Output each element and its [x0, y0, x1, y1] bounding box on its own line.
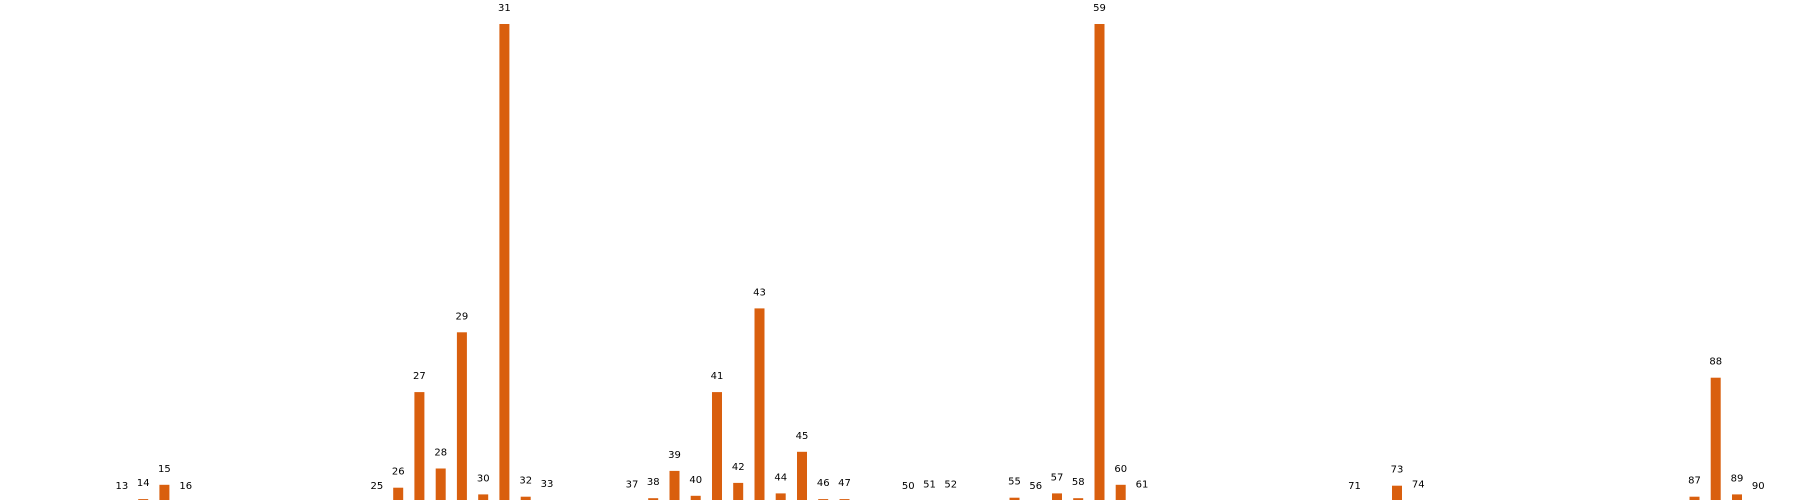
- bar-label-61: 61: [1136, 480, 1149, 491]
- bar-15: [159, 484, 170, 500]
- bar-label-90: 90: [1752, 481, 1765, 492]
- bar-label-58: 58: [1072, 477, 1085, 488]
- bar-27: [414, 392, 425, 500]
- bar-39: [669, 470, 680, 500]
- bar-label-32: 32: [519, 476, 532, 487]
- bar-label-27: 27: [413, 371, 426, 382]
- bar-38: [648, 498, 659, 500]
- bar-43: [754, 308, 765, 500]
- bar-41: [712, 392, 722, 500]
- bar-42: [733, 482, 744, 500]
- bar-label-47: 47: [838, 478, 851, 489]
- bar-label-44: 44: [774, 472, 787, 483]
- bar-label-55: 55: [1008, 477, 1021, 488]
- bar-label-42: 42: [732, 462, 745, 473]
- bar-29: [456, 332, 467, 500]
- bar-30: [478, 494, 489, 500]
- bar-label-15: 15: [158, 464, 171, 475]
- bar-label-88: 88: [1709, 357, 1722, 368]
- bar-label-16: 16: [179, 481, 192, 492]
- bar-label-38: 38: [647, 477, 660, 488]
- bar-label-60: 60: [1114, 464, 1127, 475]
- bar-28: [435, 468, 446, 500]
- bar-58: [1073, 498, 1084, 500]
- bar-73: [1392, 485, 1402, 500]
- bar-26: [393, 487, 404, 500]
- bar-44: [775, 493, 786, 500]
- bar-label-73: 73: [1391, 465, 1404, 476]
- bar-89: [1732, 494, 1742, 500]
- bar-55: [1009, 497, 1020, 500]
- bar-32: [520, 496, 531, 500]
- bar-label-26: 26: [392, 467, 405, 478]
- bar-label-89: 89: [1731, 473, 1744, 484]
- bar-40: [690, 495, 701, 500]
- bar-label-57: 57: [1051, 472, 1064, 483]
- bar-label-29: 29: [456, 311, 469, 322]
- bar-label-37: 37: [626, 480, 639, 491]
- bar-label-39: 39: [668, 450, 681, 461]
- bar-59: [1094, 24, 1105, 500]
- bar-60: [1115, 484, 1126, 500]
- bar-label-33: 33: [541, 479, 554, 490]
- bar-label-50: 50: [902, 481, 915, 492]
- bar-label-51: 51: [923, 480, 936, 491]
- bar-label-45: 45: [796, 431, 809, 442]
- bar-label-31: 31: [498, 3, 511, 14]
- bar-label-71: 71: [1348, 481, 1361, 492]
- bar-57: [1052, 493, 1062, 500]
- bar-88: [1710, 377, 1721, 500]
- bar-45: [797, 451, 807, 500]
- bar-label-41: 41: [711, 371, 724, 382]
- bar-31: [499, 24, 510, 500]
- bar-label-56: 56: [1029, 481, 1042, 492]
- bar-label-59: 59: [1093, 3, 1106, 14]
- bar-label-43: 43: [753, 287, 766, 298]
- bar-label-40: 40: [689, 475, 702, 486]
- bar-label-25: 25: [371, 481, 384, 492]
- bar-label-46: 46: [817, 478, 830, 489]
- bar-label-28: 28: [434, 448, 447, 459]
- bar-label-14: 14: [137, 478, 150, 489]
- bar-label-87: 87: [1688, 476, 1701, 487]
- bar-label-74: 74: [1412, 480, 1425, 491]
- bar-87: [1689, 496, 1700, 500]
- bar-label-30: 30: [477, 473, 490, 484]
- bar-label-13: 13: [116, 481, 129, 492]
- bar-label-52: 52: [944, 480, 957, 491]
